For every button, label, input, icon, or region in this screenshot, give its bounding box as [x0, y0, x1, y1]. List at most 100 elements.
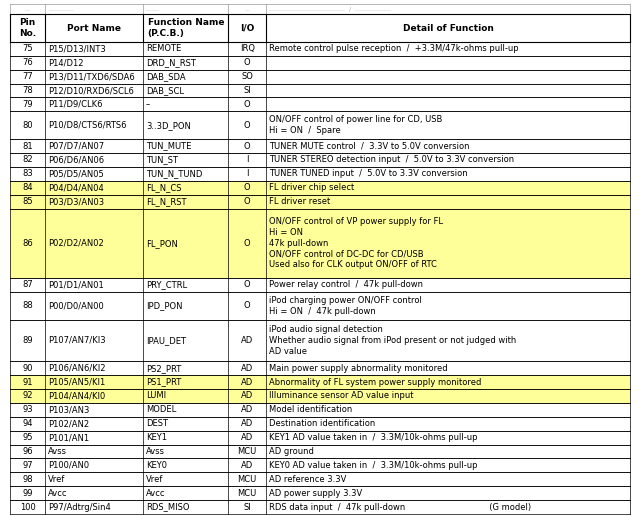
Text: Illuminance sensor AD value input: Illuminance sensor AD value input [269, 392, 413, 400]
Bar [10, 4, 630, 14]
Text: LUMI: LUMI [146, 392, 166, 400]
Text: KEY0: KEY0 [146, 461, 167, 470]
Text: AD: AD [241, 392, 253, 400]
Text: DEST: DEST [146, 420, 168, 428]
Text: TUNER STEREO detection input  /  5.0V to 3.3V conversion: TUNER STEREO detection input / 5.0V to 3… [269, 155, 514, 165]
Text: AD reference 3.3V: AD reference 3.3V [269, 475, 346, 484]
Text: I: I [246, 169, 248, 179]
Text: 75: 75 [22, 44, 33, 53]
Text: Avcc: Avcc [146, 489, 165, 497]
Bar [10, 56, 630, 70]
Text: 96: 96 [22, 447, 33, 456]
Text: MCU: MCU [237, 447, 257, 456]
Text: KEY0 AD value taken in  /  3.3M/10k-ohms pull-up: KEY0 AD value taken in / 3.3M/10k-ohms p… [269, 461, 477, 470]
Text: TUN_MUTE: TUN_MUTE [146, 141, 191, 151]
Text: IPD_PON: IPD_PON [146, 301, 182, 310]
Text: 87: 87 [22, 280, 33, 289]
Text: SI: SI [243, 503, 251, 511]
Text: DAB_SCL: DAB_SCL [146, 86, 184, 95]
Text: Destination identification: Destination identification [269, 420, 375, 428]
Text: –: – [146, 100, 150, 109]
Bar [10, 195, 630, 208]
Bar [10, 500, 630, 514]
Bar [10, 70, 630, 84]
Text: P00/D0/AN00: P00/D0/AN00 [48, 301, 104, 310]
Text: 92: 92 [22, 392, 33, 400]
Text: P103/AN3: P103/AN3 [48, 406, 89, 414]
Text: TUNER MUTE control  /  3.3V to 5.0V conversion: TUNER MUTE control / 3.3V to 5.0V conver… [269, 141, 469, 151]
Text: O: O [244, 239, 250, 248]
Text: RDS data input  /  47k pull-down                                (G model): RDS data input / 47k pull-down (G model) [269, 503, 531, 511]
Text: 93: 93 [22, 406, 33, 414]
Text: P13/D11/TXD6/SDA6: P13/D11/TXD6/SDA6 [48, 72, 134, 81]
Bar [10, 153, 630, 167]
Text: .............: ............. [48, 7, 74, 11]
Text: Function Name
(P.C.B.): Function Name (P.C.B.) [148, 18, 224, 38]
Text: AD: AD [241, 406, 253, 414]
Text: O: O [244, 58, 250, 67]
Text: P102/AN2: P102/AN2 [48, 420, 89, 428]
Text: P14/D12: P14/D12 [48, 58, 83, 67]
Text: AD: AD [241, 433, 253, 442]
Text: Pin
No.: Pin No. [19, 18, 36, 38]
Text: I: I [246, 155, 248, 165]
Text: P10/D8/CTS6/RTS6: P10/D8/CTS6/RTS6 [48, 121, 126, 130]
Text: P07/D7/AN07: P07/D7/AN07 [48, 141, 104, 151]
Text: O: O [244, 280, 250, 289]
Text: iPod audio signal detection
Whether audio signal from iPod present or not judged: iPod audio signal detection Whether audi… [269, 325, 516, 356]
Bar [10, 98, 630, 111]
Bar [10, 181, 630, 195]
Text: Vref: Vref [48, 475, 65, 484]
Text: 97: 97 [22, 461, 33, 470]
Text: .......: ....... [146, 7, 160, 11]
Text: 88: 88 [22, 301, 33, 310]
Bar [10, 417, 630, 431]
Text: RDS_MISO: RDS_MISO [146, 503, 189, 511]
Text: FL_N_CS: FL_N_CS [146, 183, 181, 192]
Text: PS1_PRT: PS1_PRT [146, 378, 181, 386]
Text: P101/AN1: P101/AN1 [48, 433, 89, 442]
Text: 82: 82 [22, 155, 33, 165]
Text: PRY_CTRL: PRY_CTRL [146, 280, 187, 289]
Bar [10, 403, 630, 417]
Text: KEY1: KEY1 [146, 433, 167, 442]
Text: 80: 80 [22, 121, 33, 130]
Text: AD: AD [241, 378, 253, 386]
Text: ...: ... [25, 7, 31, 11]
Text: AD: AD [241, 461, 253, 470]
Text: P05/D5/AN05: P05/D5/AN05 [48, 169, 104, 179]
Text: 90: 90 [22, 364, 33, 373]
Text: ...: ... [244, 7, 250, 11]
Text: DRD_N_RST: DRD_N_RST [146, 58, 196, 67]
Text: 3..3D_PON: 3..3D_PON [146, 121, 191, 130]
Text: O: O [244, 141, 250, 151]
Bar [10, 458, 630, 472]
Text: P97/Adtrg/Sin4: P97/Adtrg/Sin4 [48, 503, 111, 511]
Text: MODEL: MODEL [146, 406, 176, 414]
Text: P06/D6/AN06: P06/D6/AN06 [48, 155, 104, 165]
Text: MCU: MCU [237, 489, 257, 497]
Text: Avss: Avss [146, 447, 165, 456]
Text: AD: AD [241, 420, 253, 428]
Text: 94: 94 [22, 420, 33, 428]
Text: Vref: Vref [146, 475, 163, 484]
Text: O: O [244, 301, 250, 310]
Bar [10, 14, 630, 42]
Text: TUNER TUNED input  /  5.0V to 3.3V conversion: TUNER TUNED input / 5.0V to 3.3V convers… [269, 169, 467, 179]
Text: AD power supply 3.3V: AD power supply 3.3V [269, 489, 362, 497]
Text: P104/AN4/KI0: P104/AN4/KI0 [48, 392, 105, 400]
Text: P12/D10/RXD6/SCL6: P12/D10/RXD6/SCL6 [48, 86, 134, 95]
Text: P04/D4/AN04: P04/D4/AN04 [48, 183, 104, 192]
Bar [10, 431, 630, 445]
Text: ON/OFF control of power line for CD, USB
Hi = ON  /  Spare: ON/OFF control of power line for CD, USB… [269, 116, 442, 135]
Bar [10, 375, 630, 389]
Text: TUN_N_TUND: TUN_N_TUND [146, 169, 202, 179]
Text: 99: 99 [22, 489, 33, 497]
Text: AD: AD [241, 364, 253, 373]
Text: PS2_PRT: PS2_PRT [146, 364, 181, 373]
Text: O: O [244, 197, 250, 206]
Text: AD: AD [241, 336, 253, 345]
Text: 100: 100 [20, 503, 36, 511]
Text: 81: 81 [22, 141, 33, 151]
Text: REMOTE: REMOTE [146, 44, 181, 53]
